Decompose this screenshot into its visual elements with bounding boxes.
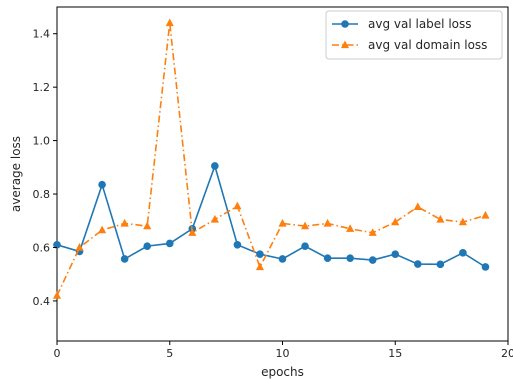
data-point-1: [368, 228, 377, 236]
legend-entry-domain-loss: avg val domain loss: [368, 38, 487, 52]
data-point-1: [391, 217, 400, 226]
data-point-1: [98, 225, 107, 234]
data-point-1: [75, 242, 84, 251]
data-point-0: [436, 260, 445, 269]
y-tick-label: 0.8: [33, 188, 51, 201]
data-point-0: [346, 254, 354, 262]
data-point-0: [98, 180, 106, 189]
data-point-1: [323, 218, 332, 227]
data-point-1: [458, 217, 467, 226]
data-point-0: [278, 255, 287, 263]
data-point-1: [481, 210, 490, 219]
data-point-1: [301, 221, 310, 230]
data-point-0: [211, 162, 219, 170]
x-tick-label: 15: [388, 347, 402, 360]
x-tick-label: 10: [276, 347, 290, 360]
legend-marker-domain-loss: [340, 40, 350, 49]
data-point-1: [143, 221, 152, 230]
data-point-1: [120, 218, 129, 227]
data-point-0: [301, 242, 309, 250]
legend-marker-label-loss: [341, 20, 349, 28]
legend: avg val label loss avg val domain loss: [325, 10, 503, 60]
data-point-0: [481, 263, 490, 271]
data-point-0: [120, 255, 129, 263]
legend-entry-label-loss: avg val label loss: [368, 17, 472, 31]
y-tick-label: 1.0: [33, 135, 51, 148]
y-tick-label: 0.4: [33, 295, 51, 308]
data-point-1: [346, 224, 355, 232]
y-axis-label: average loss: [9, 136, 23, 212]
data-point-1: [165, 18, 174, 27]
y-tick-label: 1.4: [33, 28, 51, 41]
data-point-0: [233, 241, 242, 249]
x-tick-label: 0: [54, 347, 61, 360]
data-point-1: [436, 214, 445, 223]
x-tick-label: 5: [166, 347, 173, 360]
data-point-1: [413, 202, 422, 211]
x-tick-label: 20: [501, 347, 513, 360]
data-point-1: [210, 214, 219, 223]
series-line-0: [56, 163, 486, 268]
y-tick-label: 0.6: [33, 241, 51, 254]
x-axis-label: epochs: [261, 365, 304, 379]
data-point-1: [233, 201, 242, 210]
data-point-0: [53, 241, 61, 249]
data-point-0: [459, 249, 467, 257]
x-axis: 0 5 10 15 20: [54, 341, 513, 360]
data-point-1: [255, 262, 264, 271]
data-point-1: [52, 291, 62, 299]
data-point-1: [278, 218, 287, 227]
data-point-0: [391, 250, 400, 258]
data-point-0: [143, 242, 151, 250]
y-tick-label: 1.2: [33, 81, 51, 94]
data-point-0: [414, 260, 422, 268]
series-layer: [52, 18, 490, 299]
legend-box: [325, 10, 503, 60]
y-axis: 0.4 0.6 0.8 1.0 1.2 1.4: [33, 28, 57, 308]
series-line-1: [56, 22, 486, 296]
data-point-1: [188, 228, 197, 236]
data-point-0: [323, 254, 332, 262]
data-point-0: [165, 239, 174, 248]
data-point-0: [256, 250, 264, 258]
data-point-0: [368, 256, 377, 264]
